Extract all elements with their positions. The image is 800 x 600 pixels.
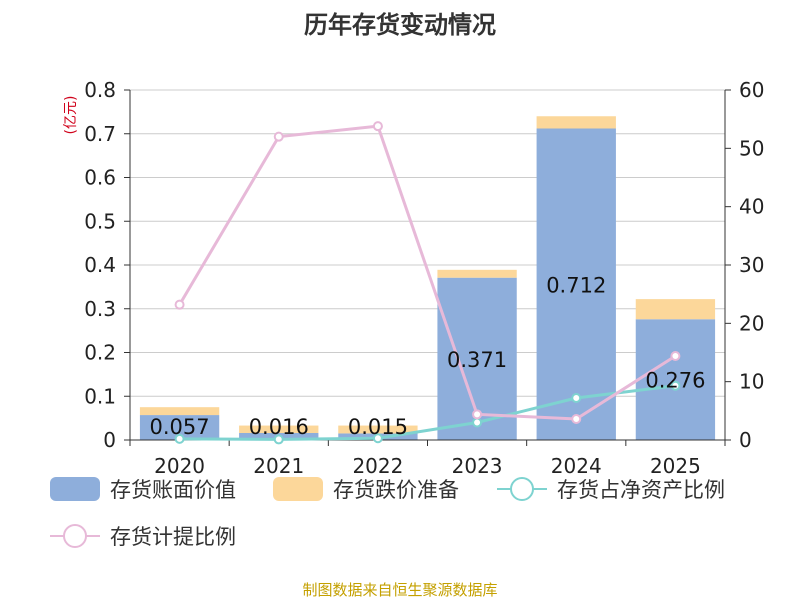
x-axis-tick-label: 2021 bbox=[253, 454, 304, 478]
left-axis-tick-label: 0.7 bbox=[84, 122, 116, 146]
lines bbox=[174, 121, 681, 445]
left-axis-tick-label: 0.6 bbox=[84, 166, 116, 190]
bar-value-label: 0.712 bbox=[546, 273, 606, 297]
x-axis-tick-label: 2023 bbox=[452, 454, 503, 478]
point-provision-ratio bbox=[571, 414, 582, 424]
legend-swatch-marker bbox=[510, 477, 534, 501]
right-axis-tick-label: 50 bbox=[739, 136, 764, 160]
chart-title: 历年存货变动情况 bbox=[304, 11, 496, 39]
point-inventory-to-net-assets bbox=[174, 433, 185, 444]
x-axis-tick-label: 2020 bbox=[154, 454, 205, 478]
axes: 0 0.1 0.2 0.3 0.4 0.5 0.6 0.7 0.8 0 10 20 30 40 50 60 20… bbox=[84, 78, 764, 478]
bar-inventory-impairment bbox=[437, 269, 517, 278]
bar-inventory-impairment bbox=[635, 299, 716, 320]
legend-swatch-marker bbox=[63, 524, 87, 548]
line-provision-ratio bbox=[178, 124, 677, 421]
bar-inventory-impairment bbox=[239, 425, 319, 433]
bar-inventory-impairment bbox=[536, 116, 616, 129]
point-inventory-to-net-assets bbox=[472, 417, 483, 428]
left-axis-tick-label: 0.5 bbox=[84, 209, 116, 233]
right-axis-tick-label: 20 bbox=[739, 311, 764, 335]
bar-value-label: 0.015 bbox=[348, 415, 408, 439]
point-provision-ratio bbox=[472, 409, 483, 420]
left-axis-unit-label: (亿元) bbox=[63, 96, 79, 135]
left-axis-tick-label: 0.8 bbox=[84, 78, 116, 102]
left-axis-tick-label: 0.2 bbox=[84, 341, 116, 365]
left-axis-tick-label: 0.1 bbox=[84, 384, 116, 408]
legend-label: 存货账面价值 bbox=[110, 478, 236, 502]
data-labels: 0.057 0.016 0.015 0.371 0.712 0.276 bbox=[150, 273, 706, 439]
legend-swatch bbox=[50, 477, 100, 501]
left-axis-tick-label: 0.4 bbox=[84, 253, 116, 277]
point-inventory-to-net-assets bbox=[571, 393, 582, 403]
bar-inventory-book-value bbox=[536, 128, 616, 440]
legend-label: 存货占净资产比例 bbox=[557, 478, 725, 502]
line-inventory-to-net-assets bbox=[179, 384, 676, 441]
point-inventory-to-net-assets bbox=[273, 434, 284, 445]
right-axis-tick-label: 30 bbox=[739, 253, 764, 277]
point-inventory-to-net-assets bbox=[372, 433, 383, 444]
bar-inventory-book-value bbox=[635, 319, 716, 440]
bars bbox=[139, 116, 716, 440]
bar-value-label: 0.276 bbox=[645, 369, 705, 393]
point-inventory-to-net-assets bbox=[670, 380, 681, 391]
legend-label: 存货计提比例 bbox=[110, 525, 236, 549]
x-axis-tick-label: 2025 bbox=[650, 454, 701, 478]
bar-inventory-impairment bbox=[139, 407, 220, 416]
right-axis-tick-label: 10 bbox=[739, 370, 764, 394]
point-provision-ratio bbox=[372, 121, 383, 132]
right-axis-tick-label: 0 bbox=[739, 428, 752, 452]
right-axis-tick-label: 40 bbox=[739, 195, 764, 219]
left-axis-tick-label: 0.3 bbox=[84, 297, 116, 321]
point-provision-ratio bbox=[273, 131, 284, 142]
bar-value-label: 0.016 bbox=[249, 415, 309, 439]
legend-swatch bbox=[273, 477, 323, 501]
x-axis-tick-label: 2022 bbox=[352, 454, 403, 478]
bar-value-label: 0.371 bbox=[447, 348, 507, 372]
legend-label: 存货跌价准备 bbox=[333, 478, 459, 502]
bar-inventory-impairment bbox=[338, 425, 418, 434]
bar-value-label: 0.057 bbox=[150, 415, 210, 439]
x-axis-tick-label: 2024 bbox=[551, 454, 602, 478]
point-provision-ratio bbox=[670, 351, 681, 361]
source-note: 制图数据来自恒生聚源数据库 bbox=[302, 581, 497, 599]
right-axis-tick-label: 60 bbox=[739, 78, 764, 102]
left-axis-tick-label: 0 bbox=[103, 428, 116, 452]
point-provision-ratio bbox=[174, 299, 185, 310]
